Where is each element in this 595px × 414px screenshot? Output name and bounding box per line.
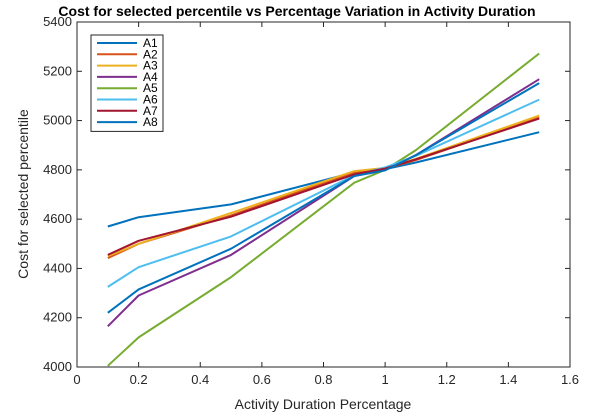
y-tick-label: 4000 bbox=[43, 359, 72, 374]
y-tick-label: 5400 bbox=[43, 14, 72, 29]
legend-label-a8: A8 bbox=[143, 115, 158, 129]
series-line-a8 bbox=[107, 82, 540, 314]
y-tick-label: 4400 bbox=[43, 260, 72, 275]
y-tick-label: 4200 bbox=[43, 310, 72, 325]
legend-label-a2: A2 bbox=[143, 47, 158, 61]
y-axis-label: Cost for selected percentile bbox=[15, 109, 31, 279]
axis-ticks bbox=[76, 21, 571, 368]
x-tick-label: 1.6 bbox=[561, 372, 579, 387]
x-tick-label: 1.2 bbox=[438, 372, 456, 387]
series-line-a7 bbox=[107, 117, 540, 256]
legend-box bbox=[90, 34, 164, 132]
series-line-a5 bbox=[107, 52, 540, 367]
x-tick-label: 0.8 bbox=[314, 372, 332, 387]
plot-lines bbox=[107, 52, 540, 367]
x-tick-label: 0.6 bbox=[253, 372, 271, 387]
chart-title: Cost for selected percentile vs Percenta… bbox=[58, 3, 535, 19]
x-tick-label: 0.4 bbox=[191, 372, 209, 387]
legend-label-a1: A1 bbox=[143, 36, 158, 50]
legend-label-a4: A4 bbox=[143, 70, 158, 84]
legend-label-a6: A6 bbox=[143, 93, 158, 107]
x-tick-label: 0.2 bbox=[130, 372, 148, 387]
y-tick-label: 4600 bbox=[43, 211, 72, 226]
legend-label-a5: A5 bbox=[143, 81, 158, 95]
x-tick-label: 1 bbox=[382, 372, 389, 387]
x-tick-label: 1.4 bbox=[499, 372, 517, 387]
y-tick-label: 5200 bbox=[43, 63, 72, 78]
legend-label-a3: A3 bbox=[143, 59, 158, 73]
y-tick-label: 4800 bbox=[43, 162, 72, 177]
axis-tick-labels: 0 0.2 0.4 0.6 0.8 1 1.2 1.4 1.6 4000 4200 4400 4600 4… bbox=[43, 14, 579, 387]
x-axis-label: Activity Duration Percentage bbox=[235, 396, 412, 412]
legend-label-a7: A7 bbox=[143, 104, 158, 118]
y-tick-label: 5000 bbox=[43, 113, 72, 128]
x-tick-label: 0 bbox=[73, 372, 80, 387]
